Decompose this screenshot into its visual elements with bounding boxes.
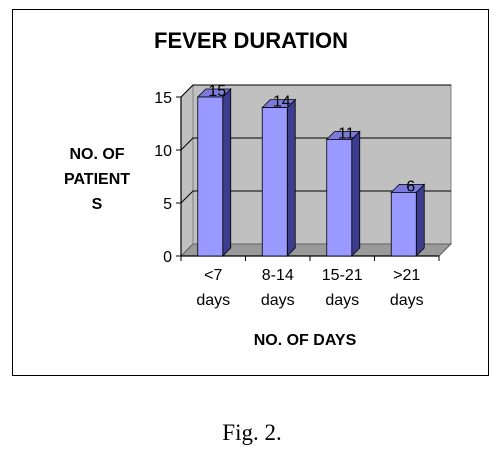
y-tick-label: 0 — [163, 249, 172, 266]
x-tick-label: 8-14 — [262, 267, 294, 284]
bar-value-label: 6 — [406, 178, 415, 195]
bar-side — [286, 98, 296, 257]
y-tick-label: 5 — [163, 196, 172, 213]
y-tick-label: 10 — [154, 143, 172, 160]
chart-title: FEVER DURATION — [154, 28, 348, 53]
side-wall — [180, 83, 194, 258]
figure-caption: Fig. 2. — [222, 420, 282, 445]
bar-value-label: 11 — [338, 125, 355, 142]
x-tick-label: days — [261, 292, 295, 309]
x-tick-label: >21 — [393, 267, 420, 284]
bar — [261, 107, 288, 257]
chart-frame: 0 5 10 15 15 <7 days 14 8-14 days 11 15-21 days 6 >21 d… — [12, 9, 489, 376]
y-axis-title: PATIENT — [64, 171, 130, 188]
x-tick-label: days — [325, 292, 359, 309]
bar-chart: 0 5 10 15 15 <7 days 14 8-14 days 11 15-21 days 6 >21 d… — [64, 28, 453, 349]
y-axis-title: NO. OF — [69, 146, 124, 163]
bar — [326, 138, 353, 257]
bar — [390, 191, 417, 257]
x-axis-title: NO. OF DAYS — [254, 332, 357, 349]
y-axis-title: S — [92, 196, 103, 213]
bar-value-label: 15 — [208, 83, 226, 100]
gridline — [180, 84, 451, 98]
gridline — [180, 190, 451, 204]
bar-side — [222, 88, 232, 257]
bar-value-label: 14 — [273, 94, 291, 111]
x-tick-label: days — [390, 292, 424, 309]
bar — [197, 96, 224, 257]
gridline — [180, 137, 451, 151]
bar-side — [415, 183, 425, 257]
x-tick-label: 15-21 — [322, 267, 363, 284]
x-tick-label: days — [196, 292, 230, 309]
y-tick-label: 15 — [154, 90, 172, 107]
bar-side — [351, 130, 361, 257]
x-tick-label: <7 — [204, 267, 222, 284]
